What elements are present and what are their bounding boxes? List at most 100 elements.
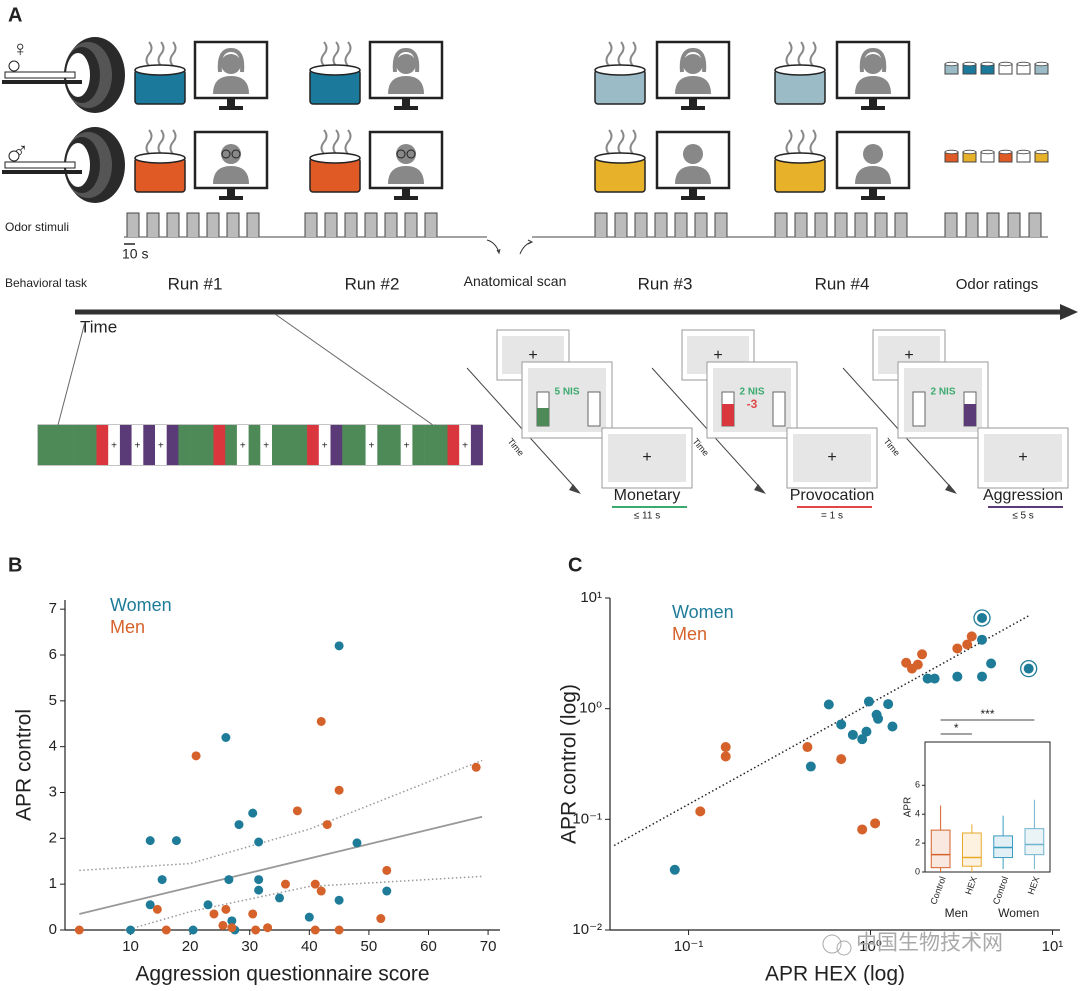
odor-jar bbox=[134, 129, 186, 193]
box bbox=[962, 832, 982, 867]
point bbox=[227, 923, 237, 933]
odor-jar bbox=[134, 41, 186, 105]
point bbox=[188, 925, 198, 935]
steam bbox=[809, 41, 817, 67]
point bbox=[376, 914, 386, 924]
sequence-block bbox=[295, 425, 308, 465]
point bbox=[922, 673, 933, 684]
sequence-block bbox=[400, 425, 413, 465]
monitor-base bbox=[681, 106, 705, 110]
category-label: HEX bbox=[1026, 875, 1042, 896]
point bbox=[254, 837, 264, 847]
point bbox=[857, 824, 868, 835]
monitor bbox=[655, 40, 731, 110]
monitor-base bbox=[394, 196, 418, 200]
point bbox=[191, 751, 201, 761]
group-label: Men bbox=[945, 906, 968, 920]
steam bbox=[157, 129, 165, 155]
fit-line bbox=[613, 615, 1030, 847]
point bbox=[334, 641, 344, 651]
monitor-stand bbox=[227, 188, 235, 198]
run-label: Odor ratings bbox=[956, 276, 1039, 293]
point bbox=[352, 838, 362, 848]
sequence-block bbox=[166, 425, 179, 465]
point bbox=[248, 808, 258, 818]
trial-screens: Time +5 NIS + Monetary ≤ 11 s bbox=[466, 329, 693, 522]
point bbox=[209, 909, 219, 919]
pulse-train bbox=[304, 212, 438, 237]
face-body bbox=[213, 76, 249, 94]
gauge-fill bbox=[964, 404, 976, 426]
box bbox=[930, 829, 951, 869]
point bbox=[857, 734, 868, 745]
scale-bar-label: 10 s bbox=[122, 246, 148, 262]
gauge bbox=[587, 391, 601, 427]
point bbox=[966, 631, 977, 642]
trial-screens: Time +2 NIS-3 + Provocation = 1 s bbox=[651, 329, 878, 522]
female-symbol: ♀ bbox=[12, 36, 29, 61]
point bbox=[847, 729, 858, 740]
monitor bbox=[368, 130, 444, 200]
x-tick-label: 10¹ bbox=[1042, 938, 1064, 955]
sequence-block bbox=[307, 425, 320, 465]
monitor-stand bbox=[402, 188, 410, 198]
steam bbox=[605, 129, 613, 155]
legend-entry: Men bbox=[672, 624, 707, 644]
sequence-block bbox=[272, 425, 284, 465]
fixation: + bbox=[462, 441, 468, 452]
trial-name: Aggression bbox=[983, 487, 1063, 504]
y-tick-label: 4 bbox=[49, 738, 57, 755]
face-body bbox=[213, 166, 249, 184]
hair bbox=[392, 47, 420, 73]
steam bbox=[605, 41, 613, 67]
legend-entry: Women bbox=[672, 602, 734, 622]
category-label: Control bbox=[991, 875, 1010, 906]
y-tick-label: 6 bbox=[915, 780, 920, 790]
face-head bbox=[396, 144, 416, 164]
y-tick-label: 3 bbox=[49, 783, 57, 800]
y-tick-label: 10¹ bbox=[580, 589, 602, 606]
inset-frame bbox=[924, 741, 1051, 873]
x-tick-label: 50 bbox=[361, 938, 378, 955]
behavioral-task-label: Behavioral task bbox=[5, 276, 88, 290]
fixation: + bbox=[827, 449, 836, 466]
sequence-block bbox=[236, 425, 249, 465]
fixation: + bbox=[240, 441, 246, 452]
scanner bbox=[2, 37, 125, 113]
trial-name: Provocation bbox=[790, 487, 875, 504]
sequence-block bbox=[248, 425, 261, 465]
glasses bbox=[396, 149, 406, 159]
screen bbox=[608, 434, 686, 482]
steam bbox=[617, 41, 625, 67]
sequence-block bbox=[342, 425, 355, 465]
small-jar-rim bbox=[998, 61, 1013, 67]
timeline-arrowhead bbox=[1060, 304, 1078, 320]
y-tick-label: 2 bbox=[49, 829, 57, 846]
fixation: + bbox=[642, 449, 651, 466]
steam bbox=[617, 129, 625, 155]
point bbox=[870, 818, 881, 829]
steam bbox=[629, 41, 637, 67]
gauge bbox=[912, 391, 926, 427]
sequence-block bbox=[389, 425, 401, 465]
odor-jar bbox=[774, 129, 826, 193]
point bbox=[227, 916, 237, 926]
run-label: Run #3 bbox=[638, 274, 693, 293]
panel-label: C bbox=[568, 554, 582, 576]
sequence-block bbox=[459, 425, 472, 465]
zoom-line bbox=[274, 313, 441, 431]
monitor-base bbox=[394, 106, 418, 110]
pulse-train bbox=[944, 212, 1042, 237]
hair bbox=[217, 47, 245, 73]
time-arrowhead bbox=[569, 484, 581, 494]
sequence-block bbox=[260, 425, 273, 465]
face-head bbox=[683, 54, 703, 74]
fit-line bbox=[120, 875, 483, 931]
fixation: + bbox=[111, 441, 117, 452]
sequence-block bbox=[61, 425, 74, 465]
screen bbox=[984, 434, 1062, 482]
point bbox=[310, 925, 320, 935]
x-axis-label: APR HEX (log) bbox=[765, 963, 905, 986]
trial-sequence: + + + + + + + + + bbox=[37, 424, 483, 466]
sequence-block bbox=[178, 425, 191, 465]
